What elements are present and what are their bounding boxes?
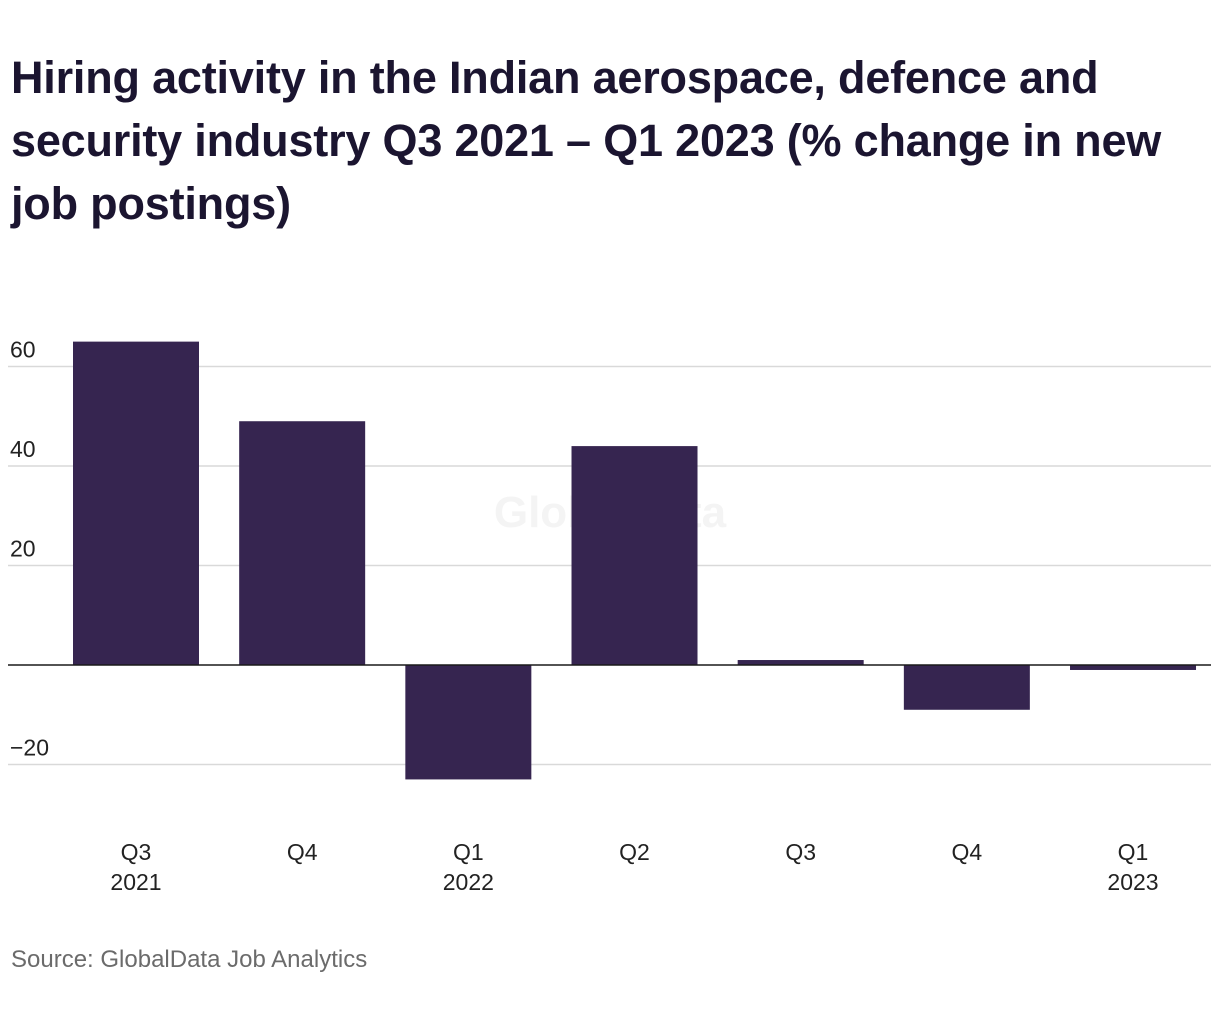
bar [571, 446, 698, 665]
x-axis-ticks: Q3 2021 Q4 Q1 2022 Q2 Q3 Q4 Q1 2023 [110, 839, 1158, 895]
x-tick-label: 2023 [1107, 869, 1158, 895]
y-tick-label: −20 [10, 735, 49, 761]
source-note: Source: GlobalData Job Analytics [11, 946, 368, 973]
bar [1070, 665, 1197, 670]
x-tick-label: Q3 [121, 839, 152, 865]
y-tick-label: 60 [10, 337, 36, 363]
bars [73, 341, 1197, 780]
chart-title: Hiring activity in the Indian aerospace,… [11, 52, 1162, 229]
bar [405, 665, 532, 780]
x-tick-label: Q1 [453, 839, 484, 865]
x-tick-label: Q4 [952, 839, 983, 865]
x-tick-label: Q3 [785, 839, 816, 865]
y-tick-label: 40 [10, 436, 36, 462]
x-tick-label: Q1 [1118, 839, 1149, 865]
x-tick-label: Q2 [619, 839, 650, 865]
bar [73, 341, 199, 665]
y-tick-label: 20 [10, 536, 36, 562]
x-tick-label: 2021 [110, 869, 161, 895]
bar [737, 660, 864, 665]
x-tick-label: 2022 [443, 869, 494, 895]
bar [239, 421, 366, 665]
y-axis-ticks: 60 40 20 −20 [10, 337, 49, 761]
x-tick-label: Q4 [287, 839, 318, 865]
bar [903, 665, 1030, 710]
